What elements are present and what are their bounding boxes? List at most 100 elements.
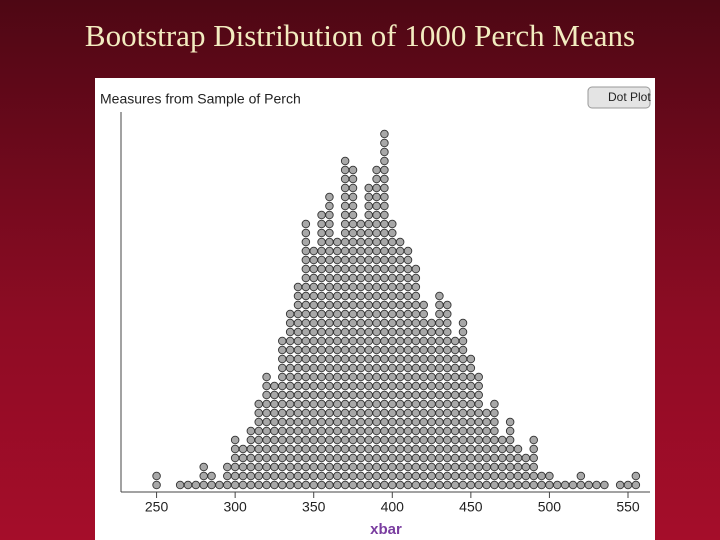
- dot: [388, 345, 397, 355]
- dot: [427, 480, 436, 490]
- dot: [293, 471, 303, 481]
- dot: [183, 480, 193, 490]
- dot: [317, 345, 326, 355]
- dot: [395, 291, 405, 301]
- dot: [395, 273, 405, 283]
- control-button[interactable]: Dot Plot: [587, 86, 651, 109]
- dot: [230, 471, 240, 481]
- dot: [498, 444, 507, 454]
- dot: [340, 462, 350, 472]
- dot: [262, 426, 271, 436]
- dot: [372, 210, 381, 220]
- dot: [333, 345, 342, 355]
- dot: [301, 309, 311, 319]
- dot: [325, 453, 334, 463]
- dot: [419, 408, 428, 418]
- dot: [317, 453, 326, 463]
- dot: [348, 462, 358, 472]
- dot: [340, 318, 350, 328]
- dot: [419, 435, 428, 445]
- dot: [427, 471, 436, 481]
- dot: [285, 345, 295, 355]
- dot: [333, 363, 342, 373]
- dot: [411, 318, 421, 328]
- dot: [333, 462, 342, 472]
- dot: [388, 354, 397, 364]
- dot: [293, 453, 303, 463]
- dot: [238, 480, 248, 490]
- dot: [372, 246, 381, 256]
- dot: [364, 336, 373, 346]
- dot: [372, 282, 381, 292]
- dot: [278, 471, 287, 481]
- dot: [458, 462, 468, 472]
- dot: [246, 480, 256, 490]
- dot: [466, 390, 476, 400]
- dot: [450, 471, 460, 481]
- button-frame[interactable]: [587, 86, 651, 109]
- dot: [317, 291, 326, 301]
- dot: [474, 471, 483, 481]
- dot: [270, 453, 279, 463]
- dot: [348, 201, 358, 211]
- x-tick-label: 550: [616, 499, 640, 515]
- dot: [553, 480, 562, 490]
- dot: [301, 219, 311, 229]
- dot: [285, 327, 295, 337]
- dot: [301, 399, 311, 409]
- dot: [395, 354, 405, 364]
- dot: [325, 417, 334, 427]
- dot: [348, 282, 358, 292]
- dot: [403, 246, 413, 256]
- dot: [309, 480, 318, 490]
- dot: [443, 390, 452, 400]
- dot: [427, 408, 436, 418]
- dot: [348, 165, 358, 175]
- dot: [380, 183, 389, 193]
- dot: [285, 435, 295, 445]
- dot: [403, 309, 413, 319]
- dot: [254, 471, 263, 481]
- dot: [450, 363, 460, 373]
- dot: [317, 381, 326, 391]
- dot: [411, 480, 421, 490]
- dot: [380, 345, 389, 355]
- dot: [395, 255, 405, 265]
- dot: [262, 435, 271, 445]
- dot: [403, 372, 413, 382]
- dot: [388, 327, 397, 337]
- dot: [427, 444, 436, 454]
- dot: [285, 462, 295, 472]
- dot: [348, 354, 358, 364]
- dot: [317, 417, 326, 427]
- dot: [285, 417, 295, 427]
- dot: [309, 417, 318, 427]
- dot: [380, 462, 389, 472]
- dot: [254, 426, 263, 436]
- dot: [466, 471, 476, 481]
- dot: [458, 426, 468, 436]
- dot: [364, 444, 373, 454]
- dot: [270, 390, 279, 400]
- dot: [285, 381, 295, 391]
- dot: [458, 327, 468, 337]
- dot: [348, 264, 358, 274]
- dot: [419, 345, 428, 355]
- dot: [356, 480, 366, 490]
- dot: [411, 408, 421, 418]
- dot: [348, 291, 358, 301]
- dot: [364, 453, 373, 463]
- dot: [388, 444, 397, 454]
- dot: [333, 300, 342, 310]
- dot: [458, 417, 468, 427]
- dot: [395, 453, 405, 463]
- dot: [309, 327, 318, 337]
- dot: [545, 480, 554, 490]
- dot: [325, 228, 334, 238]
- dot: [505, 444, 515, 454]
- dot: [325, 480, 334, 490]
- dot: [521, 453, 531, 463]
- button-label[interactable]: Dot Plot: [608, 90, 651, 104]
- dot: [309, 399, 318, 409]
- x-tick-label: 400: [381, 499, 405, 515]
